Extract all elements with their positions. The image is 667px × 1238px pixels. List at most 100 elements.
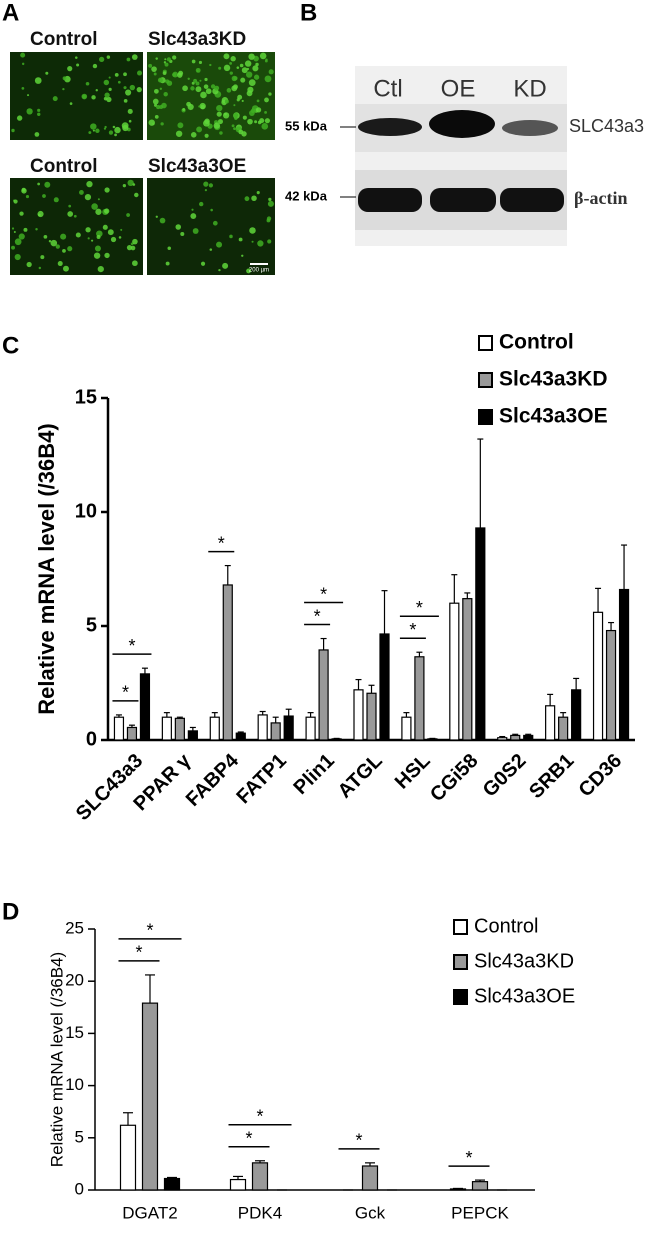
cell [91,203,98,210]
cell [204,133,209,138]
cell [251,240,254,243]
cell [236,66,240,69]
cell [131,54,138,60]
cell [153,72,157,76]
cell [239,63,244,68]
error-bar [224,564,231,585]
cell [132,238,138,245]
bar [366,692,377,741]
cell [21,86,25,90]
cell [199,102,206,110]
cell [120,228,123,231]
cell [95,208,102,215]
cell [224,112,227,116]
cell [166,80,173,86]
y-tick-label: 20 [65,971,84,990]
cell [25,195,30,199]
band [358,188,422,212]
cell [261,123,269,130]
bar [113,716,125,741]
bar [187,730,198,741]
cell [223,64,231,72]
cell [224,99,229,104]
band-label: SLC43a3 [569,116,644,136]
cell [264,97,269,103]
bar [414,656,425,741]
cell [108,87,112,92]
cell [163,61,167,64]
significance-label: * [245,1129,252,1149]
cell [229,61,233,65]
cell [191,81,195,85]
cell [11,128,15,133]
scale-bar-label: 200 µm [249,268,269,274]
cell [23,227,28,232]
cell [60,233,67,240]
cell [255,107,262,113]
significance-label: * [416,598,423,618]
cell [40,255,45,260]
error-bar [285,708,292,717]
cell [91,239,94,242]
bar [305,716,316,741]
cell [75,56,78,59]
cell [191,208,194,211]
bar [209,716,220,741]
cell [187,103,194,111]
x-tick-label: CGi58 [426,750,482,806]
x-tick-label: PDK4 [238,1203,282,1222]
cell [213,122,221,129]
panel-label: C [2,332,19,359]
cell [107,229,114,236]
cell [87,237,90,240]
cell [148,119,155,126]
cell [136,87,142,93]
cell [268,92,272,96]
error-bar [560,712,567,718]
error-bar [259,710,266,715]
cell [13,199,18,204]
cell [205,88,212,95]
y-tick-label: 10 [75,500,97,522]
cell [182,85,188,92]
significance-label: * [146,921,153,941]
cell [52,96,58,102]
marker-label: 55 kDa [285,118,328,133]
cell [104,187,110,193]
cell [199,79,202,82]
error-bar [403,712,410,718]
cell [219,131,223,135]
x-tick-label: G0S2 [479,750,531,802]
cell [153,103,158,107]
cell [237,94,243,100]
cell [249,110,255,116]
x-tick-label: SRB1 [525,750,578,803]
cell [154,114,159,119]
band [429,110,495,138]
error-bar [320,637,327,650]
bar [605,629,617,741]
cell [190,132,197,138]
cell [102,224,108,230]
bar [318,649,329,741]
cell [155,57,158,60]
lane-label: KD [513,75,546,102]
cell [264,59,268,63]
cell [148,63,153,68]
cell [241,99,244,103]
error-bar [128,724,135,728]
bar [401,716,412,741]
bar [427,738,438,741]
y-tick-label: 0 [75,1179,84,1198]
legend-swatch [478,335,493,351]
bar [283,715,294,741]
micrograph [10,52,143,140]
bar [462,598,473,741]
bar [141,1002,159,1191]
cell [114,72,119,77]
error-bar [176,716,183,719]
cell [267,200,274,207]
significance-label: * [314,606,321,626]
cell [99,56,105,63]
cell [104,125,107,129]
